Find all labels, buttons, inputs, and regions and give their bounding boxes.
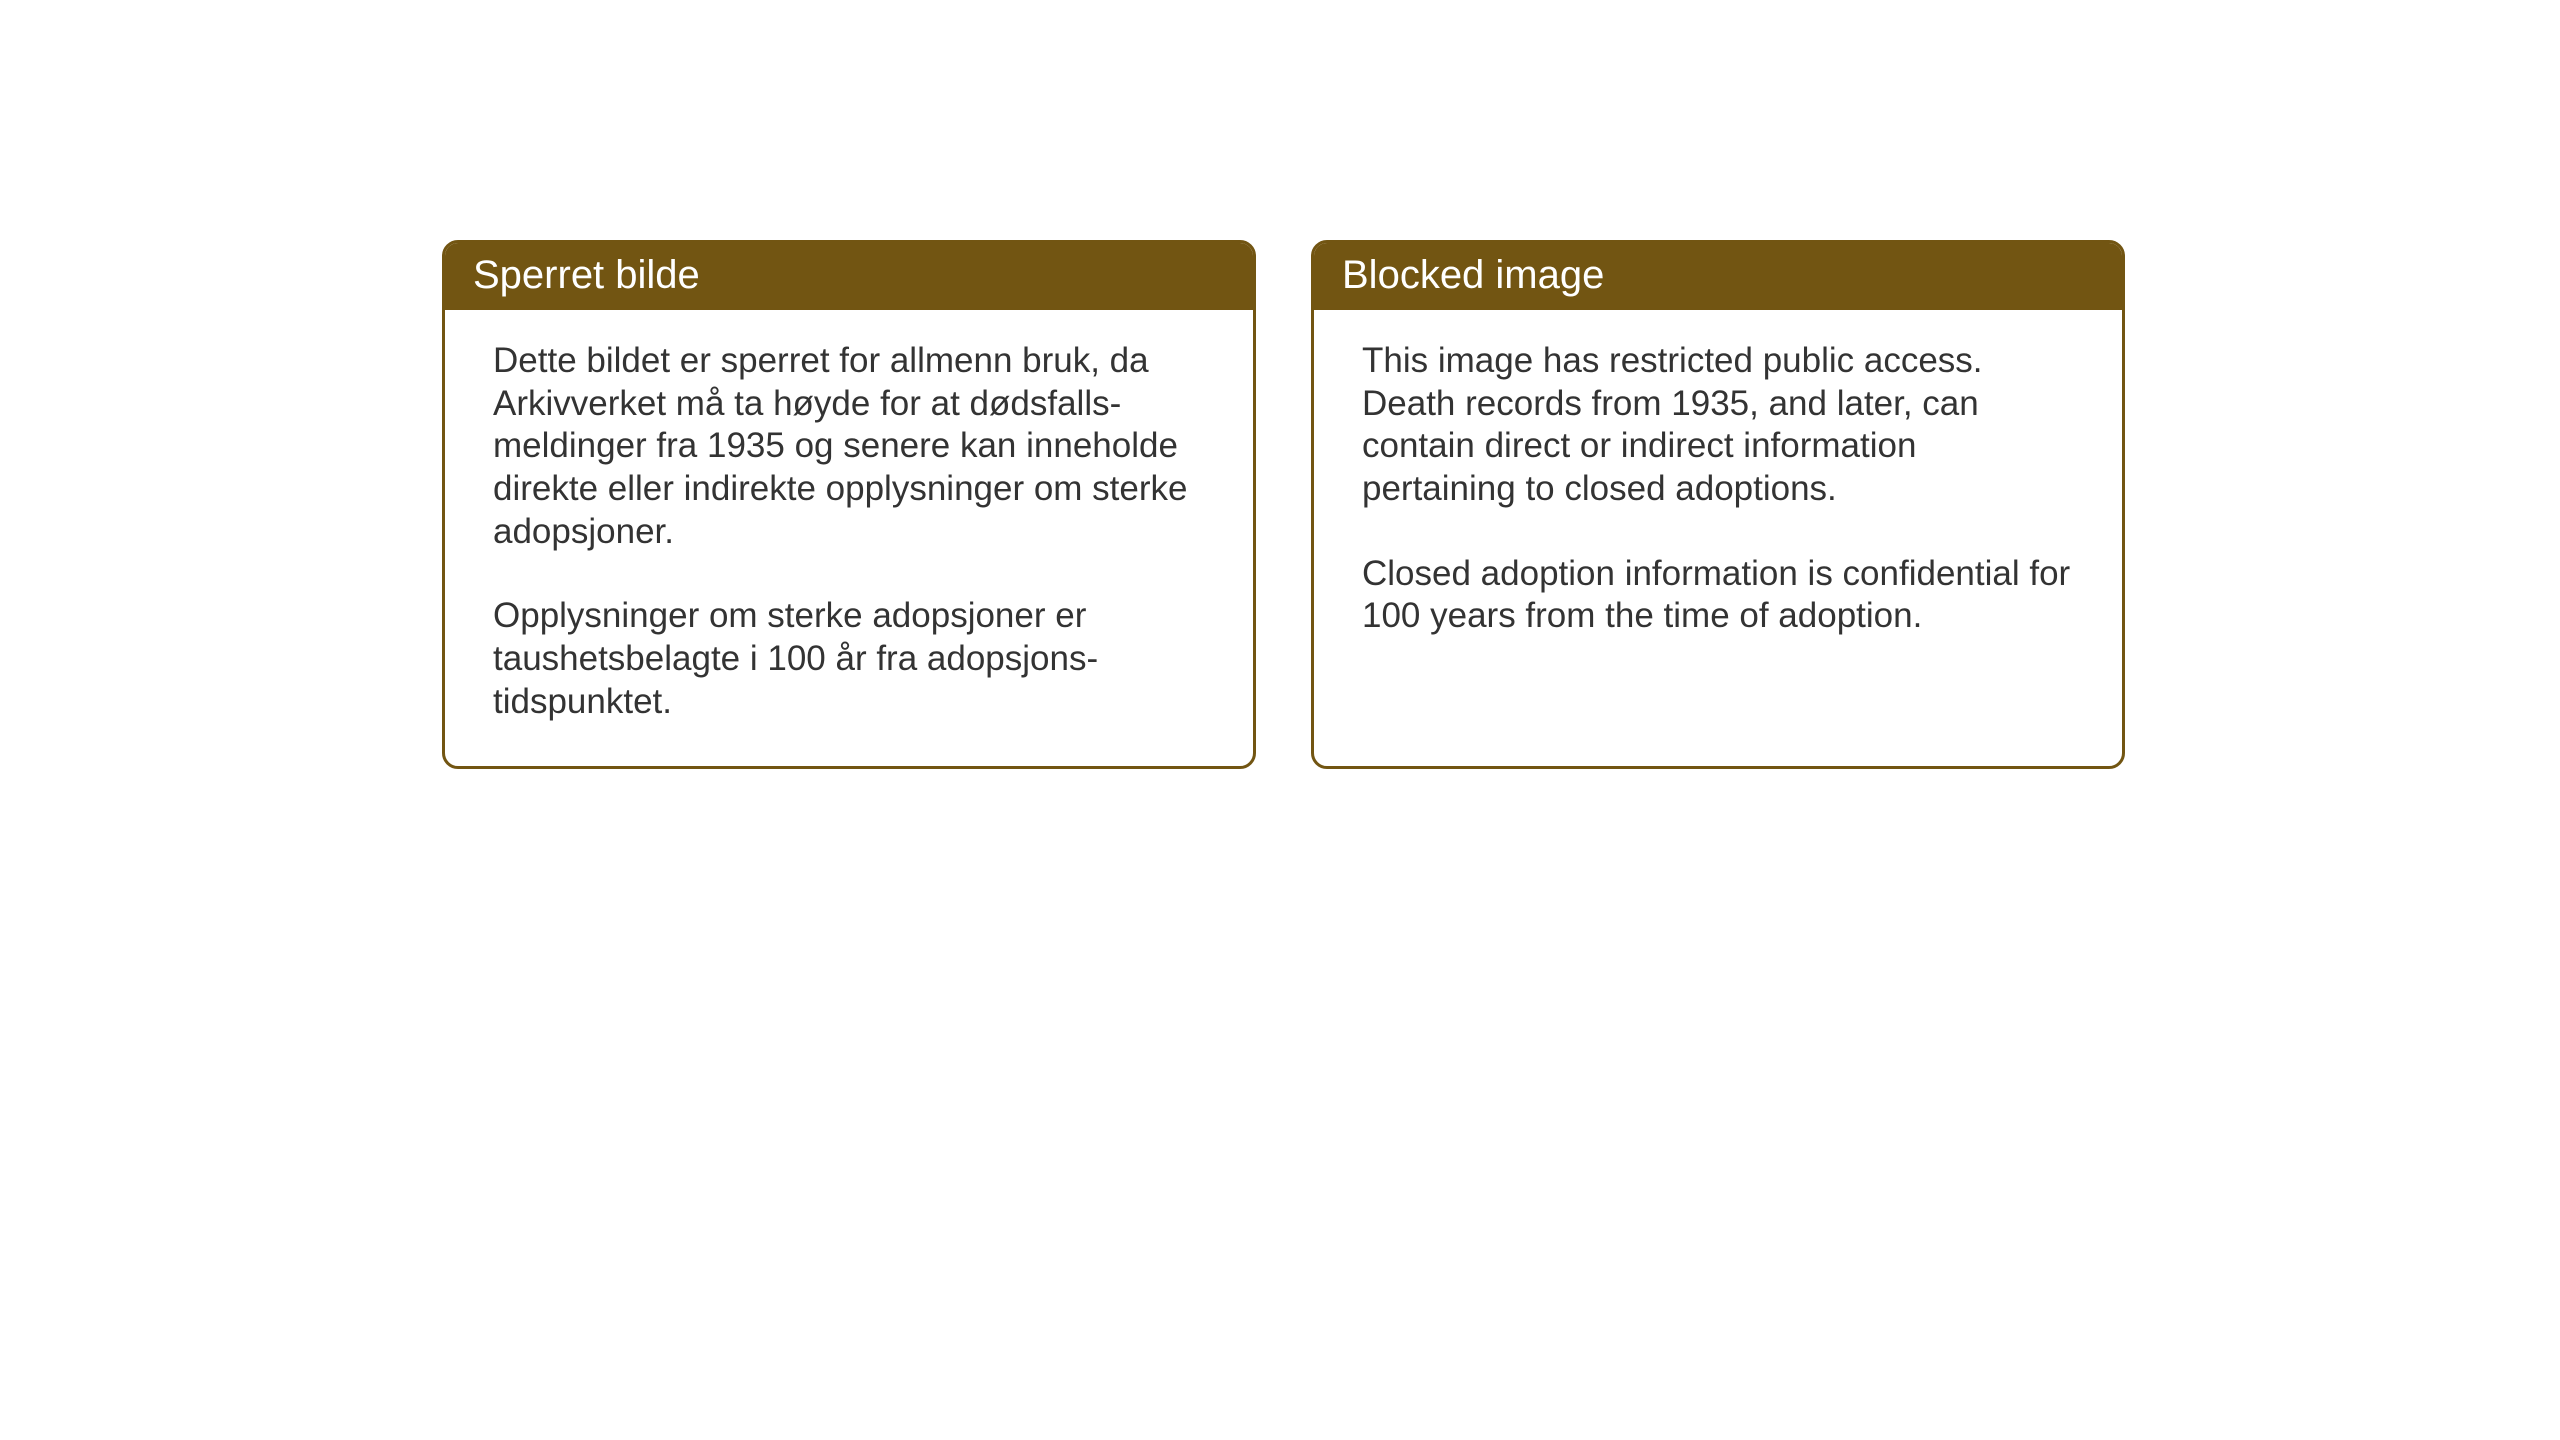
card-header-english: Blocked image [1314,243,2122,310]
card-paragraph-norwegian-1: Dette bildet er sperret for allmenn bruk… [493,340,1205,553]
notice-card-english: Blocked image This image has restricted … [1311,240,2125,769]
card-paragraph-english-1: This image has restricted public access.… [1362,340,2074,511]
card-body-norwegian: Dette bildet er sperret for allmenn bruk… [445,310,1253,766]
card-body-english: This image has restricted public access.… [1314,310,2122,680]
notice-card-norwegian: Sperret bilde Dette bildet er sperret fo… [442,240,1256,769]
card-paragraph-norwegian-2: Opplysninger om sterke adopsjoner er tau… [493,595,1205,723]
card-paragraph-english-2: Closed adoption information is confident… [1362,553,2074,638]
card-header-norwegian: Sperret bilde [445,243,1253,310]
card-title-norwegian: Sperret bilde [473,253,700,297]
card-title-english: Blocked image [1342,253,1604,297]
notice-container: Sperret bilde Dette bildet er sperret fo… [442,240,2125,769]
